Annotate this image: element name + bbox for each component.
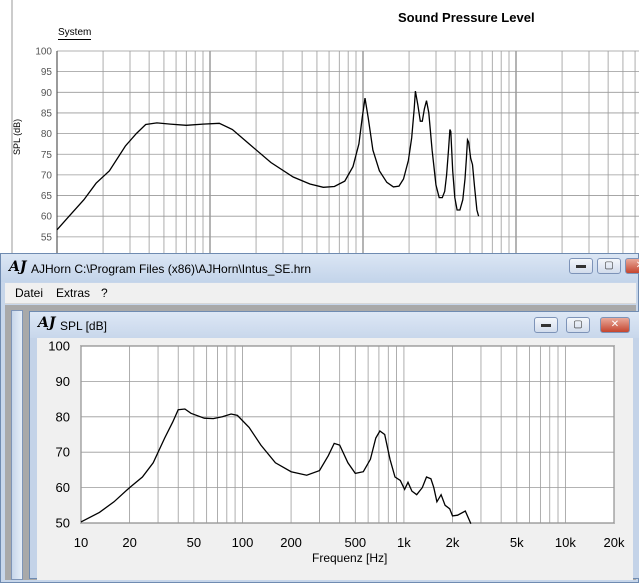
- bg-y-tick-labels: 55 60 65 70 75 80 85 90 95 100: [35, 47, 52, 244]
- fg-y-tick-labels: 50 60 70 80 90 100: [48, 339, 70, 531]
- fg-x-tick-label: 200: [280, 535, 302, 550]
- fg-y-tick-label: 50: [56, 516, 70, 531]
- menu-bar: Datei Extras ?: [5, 283, 636, 304]
- fg-x-tick-label: 50: [187, 535, 201, 550]
- minimized-child-window-edge[interactable]: [11, 310, 23, 580]
- fg-x-tick-label: 2k: [446, 535, 460, 550]
- fg-x-axis-label: Frequenz [Hz]: [312, 551, 388, 565]
- main-window-title: AJHorn C:\Program Files (x86)\AJHorn\Int…: [31, 262, 312, 276]
- fg-x-tick-label: 500: [344, 535, 366, 550]
- fg-vertical-grid: [80, 346, 615, 523]
- fg-y-tick-label: 90: [56, 374, 70, 389]
- child-maximize-button[interactable]: ▢: [566, 317, 590, 333]
- fg-y-tick-label: 70: [56, 445, 70, 460]
- main-title-bar[interactable]: AJ AJHorn C:\Program Files (x86)\AJHorn\…: [1, 254, 639, 282]
- fg-y-tick-label: 100: [48, 339, 70, 354]
- background-spl-chart: 55 60 65 70 75 80 85 90 95 100: [11, 0, 639, 255]
- bg-horizontal-grid: [56, 50, 639, 255]
- fg-x-tick-label: 20: [122, 535, 136, 550]
- fg-y-tick-label: 60: [56, 480, 70, 495]
- ajhorn-logo-icon: AJ: [9, 259, 27, 275]
- main-minimize-button[interactable]: ▬: [569, 258, 593, 274]
- bg-y-tick-label: 95: [41, 67, 53, 78]
- bg-chart-title: Sound Pressure Level: [398, 10, 535, 25]
- bg-y-tick-label: 75: [41, 150, 53, 161]
- bg-y-tick-label: 80: [41, 129, 53, 140]
- fg-x-tick-label: 10: [74, 535, 88, 550]
- bg-vertical-grid: [56, 51, 636, 255]
- fg-x-tick-label: 10k: [555, 535, 576, 550]
- child-logo-icon: AJ: [38, 315, 56, 331]
- bg-y-tick-label: 70: [41, 170, 53, 181]
- bg-spl-curve: [56, 90, 480, 231]
- menu-datei[interactable]: Datei: [15, 286, 44, 300]
- fg-horizontal-grid: [81, 345, 614, 524]
- background-chart-window: 55 60 65 70 75 80 85 90 95 100 Sound Pressure Lev…: [0, 0, 639, 255]
- fg-spl-curve: [80, 408, 472, 524]
- child-close-button[interactable]: ✕: [600, 317, 630, 333]
- bg-y-tick-label: 60: [41, 212, 53, 223]
- menu-help[interactable]: ?: [101, 286, 108, 300]
- child-minimize-button[interactable]: ▬: [534, 317, 558, 333]
- fg-x-tick-label: 100: [232, 535, 254, 550]
- bg-y-tick-label: 85: [41, 108, 53, 119]
- fg-x-tick-label: 5k: [510, 535, 524, 550]
- bg-y-tick-label: 100: [35, 47, 52, 58]
- fg-x-tick-label: 20k: [604, 535, 625, 550]
- bg-y-tick-label: 55: [41, 232, 53, 243]
- bg-y-tick-label: 90: [41, 88, 53, 99]
- main-maximize-button[interactable]: ▢: [597, 258, 621, 274]
- bg-system-tab[interactable]: System: [58, 27, 92, 40]
- main-close-button[interactable]: ✕: [625, 258, 639, 274]
- fg-plot-area: [80, 345, 615, 524]
- menu-extras[interactable]: Extras: [56, 286, 91, 300]
- child-window-title: SPL [dB]: [60, 319, 107, 333]
- fg-x-tick-labels: 10 20 50 100 200 500 1k 2k 5k 10k 20k: [74, 535, 625, 550]
- fg-x-tick-label: 1k: [397, 535, 411, 550]
- fg-y-tick-label: 80: [56, 409, 70, 424]
- bg-y-tick-label: 65: [41, 191, 53, 202]
- child-title-bar[interactable]: AJ SPL [dB] ▬ ▢ ✕: [30, 312, 639, 338]
